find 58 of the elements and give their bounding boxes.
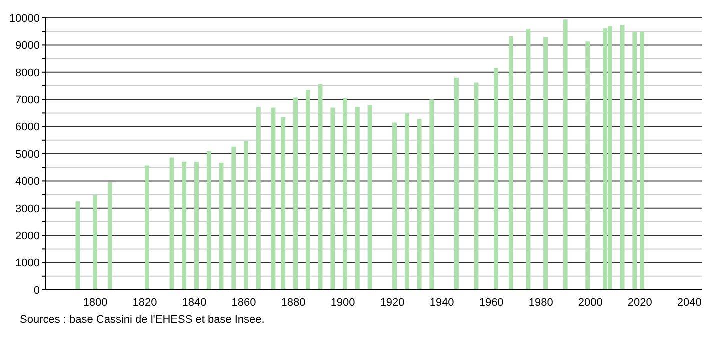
x-tick-label: 2020 [628, 296, 652, 309]
bar [232, 146, 236, 290]
bar [632, 32, 638, 290]
bar [244, 140, 248, 290]
bar [404, 113, 410, 290]
bar [330, 108, 336, 290]
bar [108, 182, 112, 290]
bar [454, 78, 459, 290]
x-tick-label: 1920 [380, 296, 405, 309]
bar [281, 117, 286, 290]
y-tick-label: 4000 [16, 176, 40, 188]
y-tick-label: 1000 [16, 258, 40, 270]
bar [620, 25, 625, 290]
bar [294, 98, 298, 290]
bar [194, 162, 199, 290]
bar [76, 202, 80, 290]
y-tick-label: 10000 [9, 12, 40, 25]
x-tick-label: 1840 [182, 296, 207, 309]
y-tick-label: 0 [34, 284, 40, 297]
bar [306, 90, 310, 290]
bar [563, 20, 568, 290]
bar [182, 162, 187, 290]
x-tick-label: 1820 [132, 296, 158, 309]
y-tick-label: 7000 [16, 94, 40, 107]
x-tick-label: 1860 [232, 296, 256, 309]
x-tick-label: 1800 [83, 296, 108, 309]
bar [318, 84, 323, 290]
x-tick-label: 1900 [330, 296, 356, 309]
bar [392, 122, 398, 290]
y-tick-label: 2000 [16, 230, 40, 243]
x-tick-label: 1960 [479, 296, 504, 309]
source-note: Sources : base Cassini de l'EHESS et base Insee. [20, 314, 266, 326]
bar [145, 166, 150, 290]
x-tick-label: 2000 [578, 296, 603, 309]
y-tick-label: 9000 [16, 40, 40, 52]
x-tick-label: 2040 [677, 296, 702, 309]
bar [256, 106, 261, 290]
bar [355, 106, 360, 290]
x-tick-label: 1980 [528, 296, 554, 309]
x-tick-label: 1880 [281, 296, 306, 309]
bar [508, 36, 514, 290]
bar [93, 195, 98, 290]
bar [526, 28, 531, 290]
bar [206, 152, 212, 290]
bar [430, 100, 434, 290]
y-tick-label: 3000 [16, 203, 40, 216]
bar [368, 105, 372, 290]
bar [343, 98, 348, 290]
bar [640, 32, 645, 290]
x-tick-label: 1940 [430, 296, 454, 309]
y-tick-label: 5000 [16, 148, 40, 161]
bar [544, 37, 548, 290]
bar [417, 119, 422, 290]
y-tick-label: 8000 [16, 67, 40, 80]
bar [474, 82, 479, 290]
bar [586, 42, 590, 290]
y-tick-label: 6000 [16, 122, 40, 134]
bar [494, 68, 499, 290]
